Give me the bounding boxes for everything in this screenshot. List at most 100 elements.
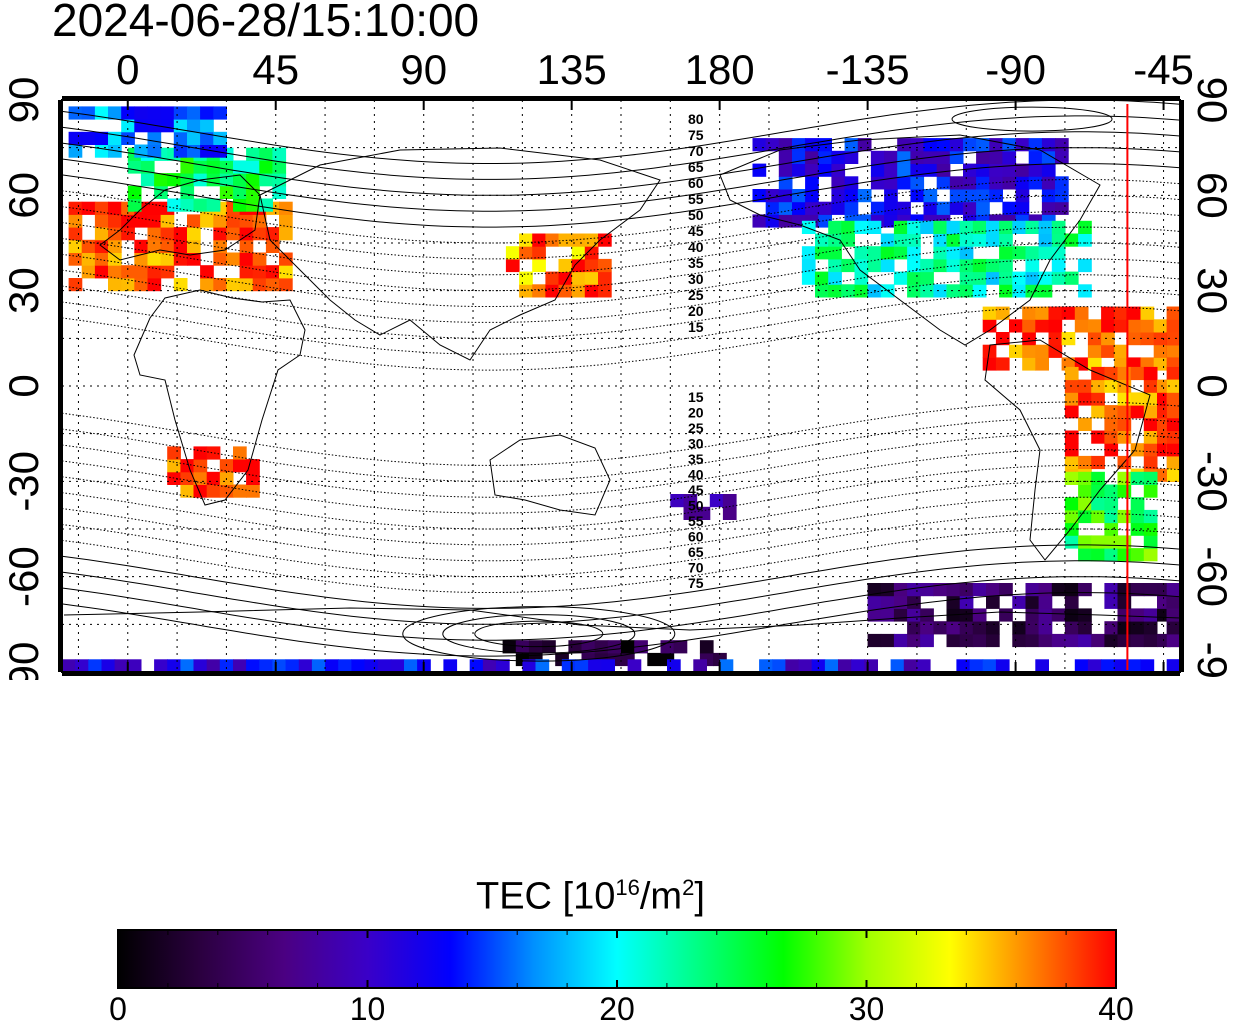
tec-cell bbox=[206, 659, 221, 673]
tec-cell bbox=[815, 246, 829, 260]
tec-cell bbox=[571, 246, 586, 260]
tec-cell bbox=[897, 201, 911, 215]
tec-cell bbox=[1117, 621, 1132, 635]
tec-cell bbox=[279, 227, 293, 241]
tec-cell bbox=[933, 284, 948, 298]
tec-cell bbox=[949, 150, 964, 164]
tec-cell bbox=[219, 659, 234, 673]
tec-cell bbox=[969, 659, 984, 673]
tec-cell bbox=[1166, 417, 1181, 431]
tec-cell bbox=[94, 131, 109, 145]
tec-cell bbox=[1143, 430, 1158, 444]
tec-cell bbox=[1064, 633, 1079, 648]
tec-cell bbox=[946, 246, 961, 260]
tec-cell bbox=[1048, 344, 1063, 358]
tec-cell bbox=[193, 446, 208, 460]
tec-cell bbox=[959, 583, 974, 597]
tec-cell bbox=[1166, 332, 1181, 346]
tec-cell bbox=[867, 608, 882, 622]
lat-tick-label-left: -90 bbox=[0, 642, 47, 680]
tec-cell bbox=[1038, 595, 1053, 609]
tec-cell bbox=[1064, 497, 1079, 511]
coastline-south-america bbox=[984, 339, 1151, 561]
tec-cell bbox=[1025, 220, 1040, 234]
tec-cell bbox=[959, 246, 974, 260]
coastlines bbox=[63, 134, 1181, 631]
lon-tick-label-top: 45 bbox=[252, 46, 299, 93]
tec-cell bbox=[1104, 535, 1119, 549]
tec-cell bbox=[1117, 405, 1132, 419]
tec-cell bbox=[1048, 332, 1063, 346]
tec-cell bbox=[575, 659, 589, 673]
tec-cell bbox=[81, 201, 96, 215]
tec-cell bbox=[252, 265, 267, 279]
tec-cell bbox=[1117, 535, 1132, 549]
tec-cell bbox=[1127, 659, 1142, 673]
tec-cell bbox=[870, 150, 885, 164]
tec-cell bbox=[187, 119, 201, 133]
tec-cell bbox=[867, 246, 882, 260]
tec-cell bbox=[193, 198, 208, 212]
tec-cell bbox=[1104, 497, 1119, 511]
tec-cell bbox=[818, 201, 832, 215]
tec-cell bbox=[311, 659, 326, 673]
tec-cell bbox=[867, 583, 882, 597]
axis-tick-labels: 04590135180-135-90-4504590135180-135-90-… bbox=[0, 46, 1235, 680]
contour-label: 30 bbox=[688, 436, 704, 452]
tec-cell bbox=[920, 271, 934, 285]
contour-label: 75 bbox=[688, 127, 704, 143]
tec-cell bbox=[1166, 405, 1181, 419]
tec-cell bbox=[936, 150, 951, 164]
tec-cell bbox=[1038, 621, 1053, 635]
tec-cell bbox=[989, 163, 1003, 177]
contour-label: 60 bbox=[688, 529, 704, 545]
contour-line bbox=[61, 163, 1181, 228]
tec-cell bbox=[206, 471, 221, 485]
tec-cell bbox=[884, 150, 898, 164]
tec-cell bbox=[805, 150, 819, 164]
tec-cell bbox=[160, 106, 175, 120]
colorbar-title-prefix: TEC [10 bbox=[476, 875, 616, 918]
tec-cell bbox=[173, 278, 188, 292]
tec-cell bbox=[1140, 659, 1155, 673]
tec-cell bbox=[1055, 176, 1069, 190]
tec-cell bbox=[1091, 633, 1105, 648]
tec-cell bbox=[239, 214, 254, 228]
tec-cell bbox=[976, 201, 990, 215]
tec-cell bbox=[959, 621, 974, 635]
tec-cell bbox=[1035, 357, 1049, 371]
tec-cell bbox=[1101, 319, 1115, 333]
tec-cell bbox=[1130, 392, 1145, 406]
tec-cell bbox=[976, 163, 990, 177]
tec-cell bbox=[180, 185, 195, 199]
tec-cell bbox=[1055, 201, 1069, 215]
tec-cell bbox=[1091, 392, 1105, 406]
tec-cell bbox=[121, 265, 135, 279]
contour-label: 45 bbox=[688, 482, 704, 498]
tec-cell bbox=[1166, 379, 1181, 393]
tec-cell bbox=[1101, 332, 1115, 346]
tec-cell bbox=[101, 659, 116, 673]
tec-cell bbox=[134, 119, 148, 133]
tec-cell bbox=[561, 659, 576, 673]
tec-cell bbox=[180, 484, 195, 498]
tec-cell bbox=[160, 265, 175, 279]
contour-line bbox=[61, 306, 1181, 371]
tec-cell bbox=[1061, 332, 1076, 346]
tec-cell bbox=[1143, 548, 1158, 562]
tec-cell bbox=[999, 608, 1013, 622]
tec-cell bbox=[1025, 608, 1040, 622]
contour-line bbox=[61, 179, 1181, 244]
tec-cell bbox=[920, 633, 934, 648]
contour-label: 70 bbox=[688, 560, 704, 576]
tec-cell bbox=[259, 160, 273, 174]
tec-cell bbox=[364, 659, 379, 673]
tec-cell bbox=[972, 220, 987, 234]
tec-cell bbox=[1064, 471, 1079, 485]
tec-cell bbox=[801, 246, 816, 260]
tec-cell bbox=[880, 583, 895, 597]
tec-cell bbox=[558, 258, 573, 273]
tec-cell bbox=[1117, 509, 1132, 524]
tec-cell bbox=[180, 198, 195, 212]
tec-cell bbox=[601, 659, 615, 673]
